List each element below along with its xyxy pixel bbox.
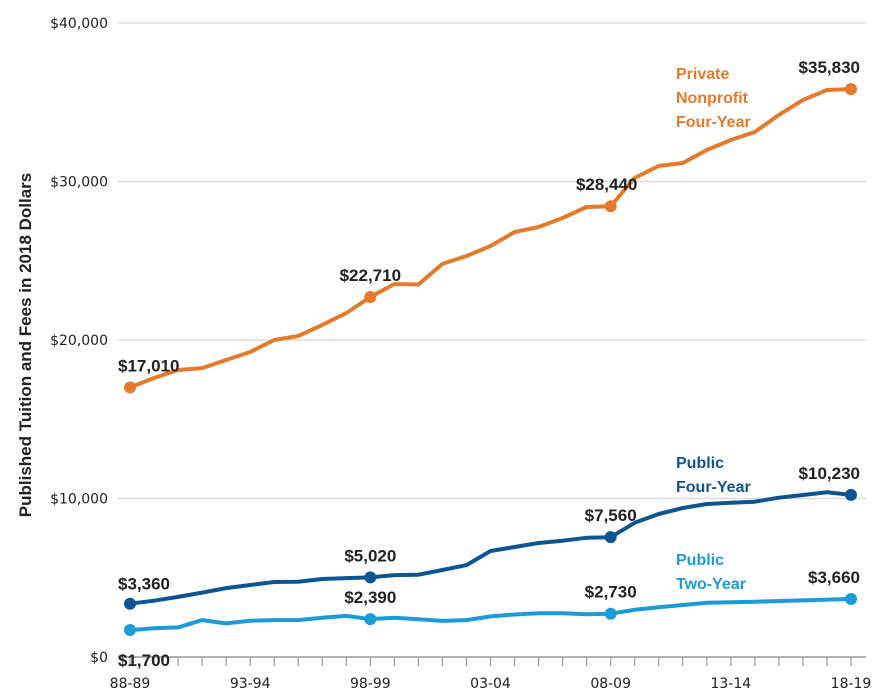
annotated-point-marker [364, 613, 377, 626]
data-label: $3,360 [118, 575, 170, 594]
annotated-point-marker [124, 597, 136, 610]
series-label: Nonprofit [676, 90, 749, 107]
data-label: $17,010 [118, 356, 179, 375]
series-label: Four-Year [676, 479, 751, 496]
annotated-point-marker [845, 83, 857, 96]
series-label: Two-Year [676, 576, 746, 593]
annotations: $17,010 $22,710 $28,440 $35,830 Private Nonpr… [118, 58, 860, 670]
series-label: Four-Year [676, 114, 751, 131]
data-label: $1,700 [118, 651, 170, 670]
annotated-point-marker [604, 531, 617, 544]
data-label: $7,560 [585, 506, 637, 525]
y-tick-label: $10,000 [50, 492, 108, 508]
annotated-point-marker [124, 381, 136, 394]
series-label: Public [676, 455, 724, 472]
data-label: $2,390 [344, 588, 396, 607]
series-lines [128, 87, 853, 633]
annotated-point-marker [364, 291, 377, 304]
series-line-0 [128, 87, 853, 390]
y-tick-label: $20,000 [50, 333, 108, 349]
x-axis: 88-89 93-94 98-99 03-04 08-09 13-14 18-19 [110, 656, 872, 692]
data-label: $5,020 [344, 546, 396, 565]
x-tick-label: 18-19 [831, 676, 872, 692]
data-label: $22,710 [340, 266, 401, 285]
y-tick-label: $30,000 [50, 175, 108, 191]
annotated-point-marker [124, 624, 136, 637]
annotated-point-marker [364, 571, 377, 584]
annotated-point-marker [604, 200, 617, 213]
series-line-1 [128, 490, 853, 606]
x-tick-label: 88-89 [110, 676, 151, 692]
x-tick-label: 03-04 [470, 676, 511, 692]
x-tick-label: 13-14 [710, 676, 751, 692]
annotated-point-marker [845, 488, 857, 501]
data-label: $28,440 [576, 175, 637, 194]
y-tick-label: $40,000 [50, 16, 108, 32]
data-label: $35,830 [799, 58, 860, 77]
annotated-point-marker [604, 607, 617, 620]
annotated-point-marker [845, 592, 857, 605]
series-label: Private [676, 66, 729, 83]
gridlines [118, 22, 866, 500]
data-label: $10,230 [799, 464, 860, 483]
series-line-2 [128, 597, 853, 633]
y-axis-ticks: $0 $10,000 $20,000 $30,000 $40,000 [50, 16, 108, 666]
y-tick-label: $0 [90, 650, 108, 666]
x-tick-label: 08-09 [590, 676, 631, 692]
x-tick-label: 93-94 [230, 676, 271, 692]
x-tick-label: 98-99 [350, 676, 391, 692]
series-label: Public [676, 552, 724, 569]
data-label: $3,660 [808, 568, 860, 587]
data-label: $2,730 [585, 583, 637, 602]
y-axis-label: Published Tuition and Fees in 2018 Dolla… [16, 173, 35, 517]
